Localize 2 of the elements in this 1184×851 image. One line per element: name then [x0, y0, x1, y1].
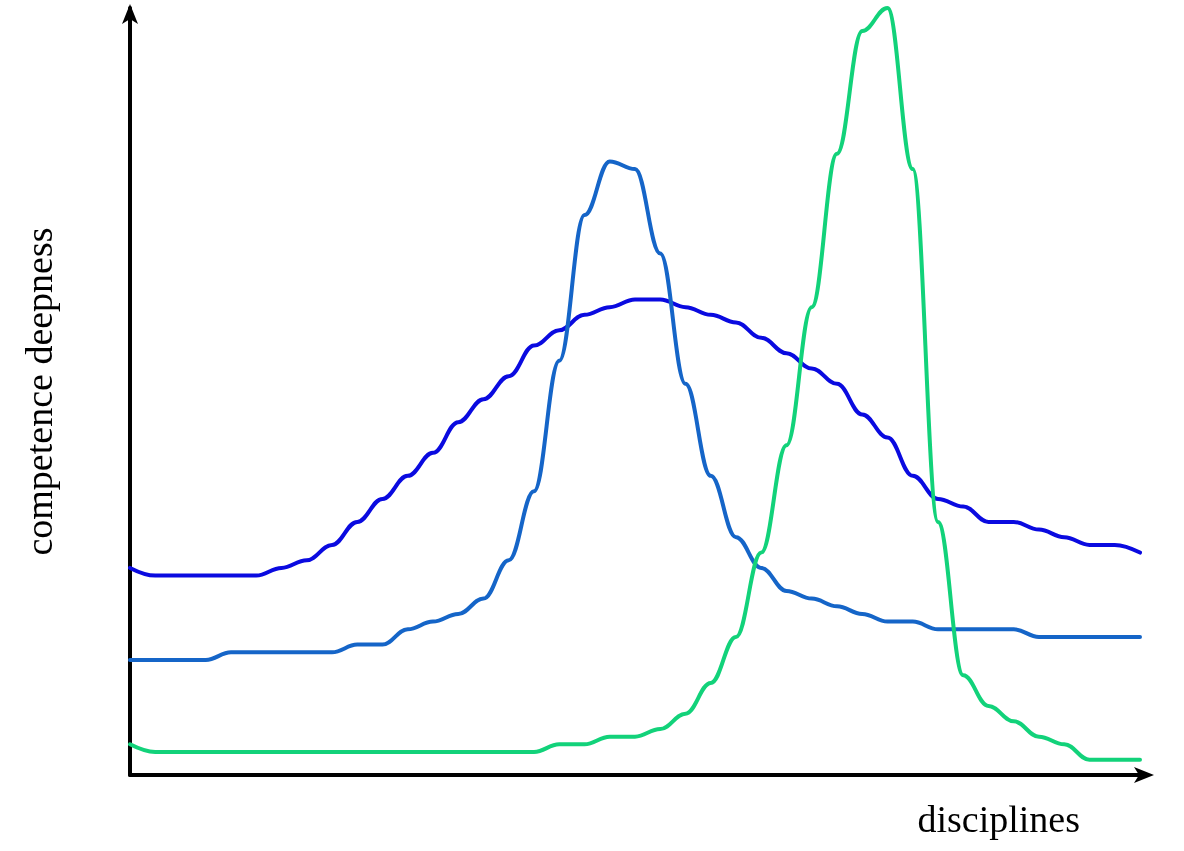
- x-axis-title: disciplines: [917, 798, 1081, 840]
- y-axis-title: competence deepness: [18, 227, 60, 556]
